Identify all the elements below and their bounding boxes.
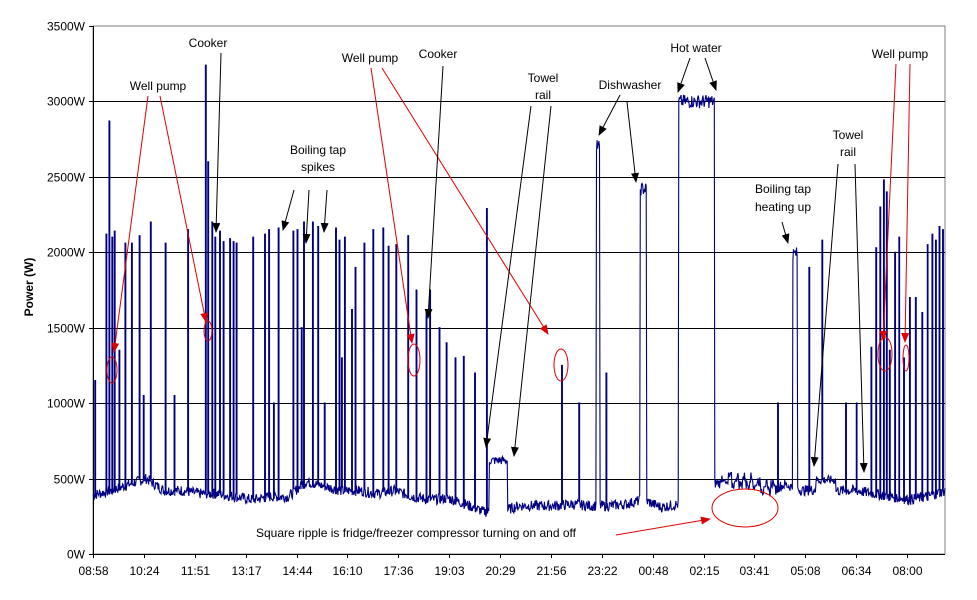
annotation-circle — [711, 488, 779, 528]
tick-labels: 0W 500W 1000W 1500W 2000W 2500W 3000W 3500W 08:5… — [47, 20, 923, 579]
annotation-circle — [553, 348, 569, 382]
annotation-text: Well pump — [130, 79, 187, 93]
x-tick-label: 16:10 — [332, 564, 362, 578]
annotation-text: Towel — [833, 128, 864, 142]
annotation-arrow — [781, 221, 790, 244]
axes — [89, 26, 945, 558]
annotation-arrow — [483, 105, 532, 448]
x-tick-label: 20:29 — [485, 564, 515, 578]
annotation-arrow — [901, 63, 911, 343]
x-tick-label: 14:44 — [282, 564, 312, 578]
x-tick-label: 21:56 — [536, 564, 566, 578]
x-tick-label: 08:00 — [892, 564, 922, 578]
x-tick-label: 03:41 — [739, 564, 769, 578]
annotation-text: Well pump — [872, 47, 929, 61]
x-tick-label: 17:36 — [383, 564, 413, 578]
annotation-arrow — [111, 95, 149, 353]
annotation-text: Well pump — [342, 51, 399, 65]
x-tick-label: 02:15 — [689, 564, 719, 578]
annotation-arrow — [810, 163, 839, 467]
annotation-arrow — [615, 516, 711, 536]
x-tick-label: 10:24 — [129, 564, 159, 578]
annotation-arrow — [320, 189, 329, 233]
plot-area — [92, 25, 946, 555]
annotation-circle — [203, 320, 213, 342]
y-tick-label: 1000W — [47, 397, 86, 411]
annotation-text: Cooker — [189, 36, 228, 50]
annotation-circle — [902, 344, 910, 372]
annotation-arrow — [281, 189, 295, 231]
annotations: Well pump Cooker Boiling tap spikes Well… — [106, 36, 929, 540]
x-tick-label: 11:51 — [181, 564, 210, 578]
annotation-arrow — [704, 57, 717, 91]
annotation-text: rail — [840, 145, 856, 159]
annotation-text: rail — [535, 88, 551, 102]
annotation-text: Boiling tap — [755, 182, 811, 196]
annotation-text: heating up — [755, 200, 811, 214]
y-tick-label: 1500W — [47, 322, 86, 336]
annotation-circle — [407, 343, 421, 377]
annotation-arrow — [212, 52, 222, 233]
annotation-text: Cooker — [419, 47, 458, 61]
annotation-circle — [106, 356, 118, 384]
annotation-arrow — [510, 105, 552, 457]
annotation-arrow — [626, 101, 639, 183]
y-axis-label: Power (W) — [22, 258, 36, 317]
annotation-circle — [877, 336, 893, 372]
annotation-arrow — [677, 57, 691, 93]
annotation-arrow — [424, 65, 444, 319]
annotation-text: Boiling tap — [290, 143, 346, 157]
x-tick-label: 05:08 — [790, 564, 820, 578]
annotation-arrow — [370, 67, 415, 344]
annotation-text: Towel — [528, 71, 559, 85]
annotation-text: spikes — [301, 160, 335, 174]
x-tick-label: 00:48 — [638, 564, 668, 578]
y-tick-label: 3500W — [47, 20, 86, 34]
y-tick-label: 500W — [54, 473, 86, 487]
x-tick-label: 08:58 — [78, 564, 108, 578]
annotation-text: Square ripple is fridge/freezer compress… — [256, 526, 577, 540]
annotation-arrow — [302, 189, 311, 244]
x-tick-label: 06:34 — [841, 564, 871, 578]
y-tick-label: 2000W — [47, 246, 86, 260]
gridlines — [92, 25, 946, 555]
annotation-arrow — [879, 63, 897, 341]
annotation-text: Hot water — [670, 41, 721, 55]
annotation-arrow — [381, 67, 549, 335]
y-tick-label: 3000W — [47, 95, 86, 109]
annotation-arrow — [159, 95, 209, 323]
series-power — [92, 64, 946, 517]
x-tick-label: 23:22 — [587, 564, 617, 578]
x-tick-label: 19:03 — [434, 564, 464, 578]
x-tick-label: 13:17 — [231, 564, 261, 578]
y-tick-label: 0W — [67, 548, 86, 562]
annotation-text: Dishwasher — [599, 78, 662, 92]
y-tick-label: 2500W — [47, 171, 86, 185]
series-line-power — [92, 64, 946, 517]
annotation-arrow — [598, 94, 621, 136]
annotation-arrow — [854, 163, 868, 473]
